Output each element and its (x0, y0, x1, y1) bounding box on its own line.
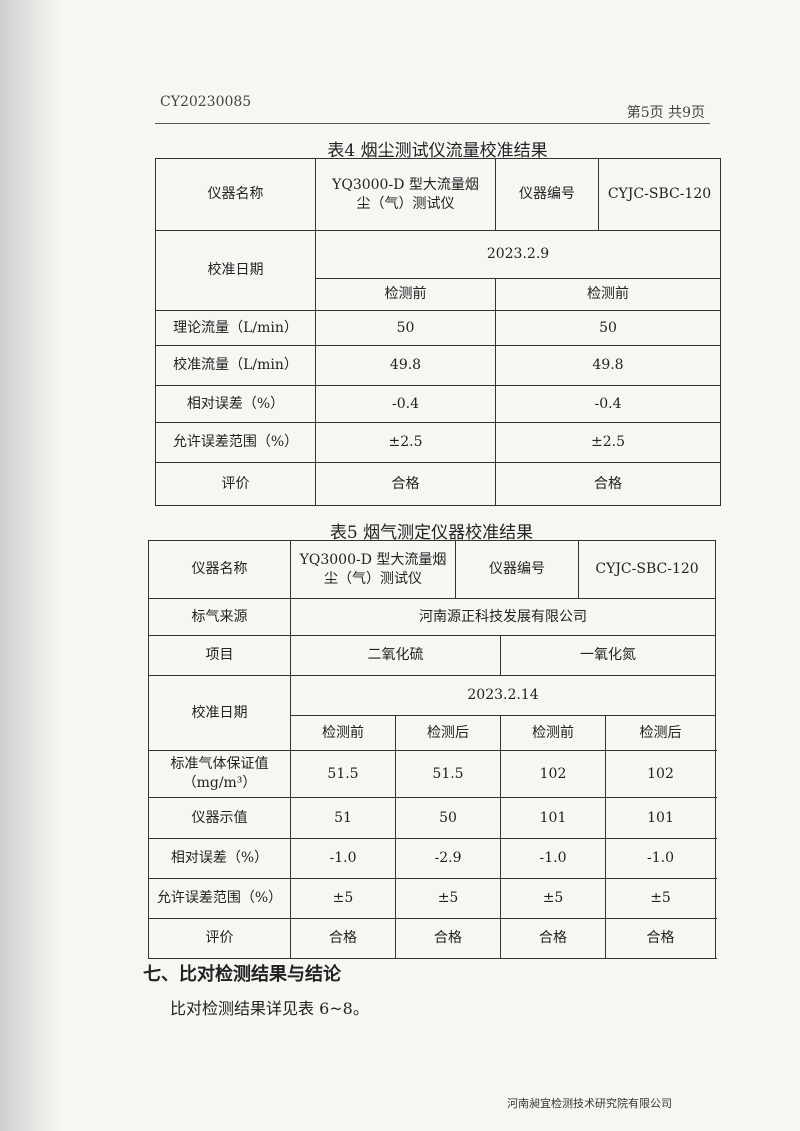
t4-name-label: 仪器名称 (155, 158, 316, 231)
t4-cell: 50 (315, 310, 496, 346)
t5-cell: ±5 (605, 878, 717, 919)
t4-date-label: 校准日期 (155, 230, 316, 311)
t5-cell: 102 (500, 750, 607, 798)
t4-cell: 49.8 (495, 345, 721, 386)
t4-cell: ±2.5 (495, 422, 721, 463)
t5-row: 仪器示值 51 50 101 101 (148, 797, 717, 839)
t4-no: CYJC-SBC-120 (598, 158, 721, 231)
t5-cell: 合格 (500, 918, 607, 959)
t4-cell: 合格 (495, 462, 721, 506)
t4-cell: -0.4 (495, 385, 721, 423)
t5-item-label: 项目 (148, 635, 291, 676)
table4-caption: 表4 烟尘测试仪流量校准结果 (327, 141, 548, 161)
t4-cell: 50 (495, 310, 721, 346)
header-divider (155, 123, 710, 124)
t4-cell: -0.4 (315, 385, 496, 423)
section-text: 比对检测结果详见表 6~8。 (170, 999, 369, 1018)
t5-cell: 合格 (605, 918, 717, 959)
table5-caption: 表5 烟气测定仪器校准结果 (329, 523, 534, 543)
t5-name: YQ3000-D 型大流量烟尘（气）测试仪 (289, 540, 457, 599)
t5-source-label: 标气来源 (148, 598, 291, 636)
t5-cell: ±5 (500, 878, 607, 919)
t5-source: 河南源正科技发展有限公司 (289, 598, 717, 636)
t5-cell: 51 (290, 797, 396, 839)
t5-cell: 51.5 (394, 750, 502, 798)
t5-phase: 检测前 (500, 715, 607, 751)
t5-cell: -1.0 (605, 838, 717, 879)
t5-date-label: 校准日期 (148, 675, 291, 751)
t5-cell: -1.0 (290, 838, 396, 879)
scan-edge (0, 0, 62, 1131)
t5-no-label: 仪器编号 (455, 540, 580, 599)
t5-cell: -1.0 (500, 838, 607, 879)
t5-cell: 51.5 (290, 750, 396, 798)
t4-row-label: 相对误差（%） (155, 385, 316, 423)
t5-cell: 合格 (394, 918, 502, 959)
t5-cell: 101 (500, 797, 607, 839)
t4-row-label: 评价 (155, 462, 316, 506)
t5-phase: 检测前 (290, 715, 396, 751)
t4-cell: ±2.5 (315, 422, 496, 463)
t5-item: 一氧化氮 (500, 635, 717, 676)
section-heading: 七、比对检测结果与结论 (143, 964, 341, 985)
t4-cell: 49.8 (315, 345, 496, 386)
t5-cell: 50 (394, 797, 502, 839)
t4-phase: 检测前 (495, 278, 721, 311)
t5-cell: 101 (605, 797, 717, 839)
t5-cell: ±5 (394, 878, 502, 919)
t5-phase: 检测后 (394, 715, 502, 751)
table5: 仪器名称 YQ3000-D 型大流量烟尘（气）测试仪 仪器编号 CYJC-SBC… (148, 540, 717, 959)
t5-row-label: 允许误差范围（%） (148, 878, 291, 919)
t5-row: 评价 合格 合格 合格 合格 (148, 918, 717, 959)
t5-cell: ±5 (290, 878, 396, 919)
company-footer: 河南昶宜检测技术研究院有限公司 (507, 1097, 672, 1110)
t4-row-label: 校准流量（L/min） (155, 345, 316, 386)
t5-name-label: 仪器名称 (148, 540, 291, 599)
t5-row: 标准气体保证值（mg/m³） 51.5 51.5 102 102 (148, 750, 717, 798)
t5-row-label: 仪器示值 (148, 797, 291, 839)
t4-cell: 合格 (315, 462, 496, 506)
t5-row-label: 标准气体保证值（mg/m³） (148, 750, 291, 798)
t4-row-label: 允许误差范围（%） (155, 422, 316, 463)
t5-row: 允许误差范围（%） ±5 ±5 ±5 ±5 (148, 878, 717, 919)
t5-item: 二氧化硫 (289, 635, 502, 676)
t5-phase: 检测后 (605, 715, 717, 751)
t5-cell: -2.9 (394, 838, 502, 879)
t4-row-label: 理论流量（L/min） (155, 310, 316, 346)
report-code: CY20230085 (160, 94, 252, 110)
t4-date: 2023.2.9 (315, 230, 721, 279)
t5-cell: 合格 (290, 918, 396, 959)
t5-date: 2023.2.14 (289, 675, 717, 716)
t5-no: CYJC-SBC-120 (578, 540, 717, 599)
t4-no-label: 仪器编号 (495, 158, 599, 231)
table4: 仪器名称 YQ3000-D 型大流量烟尘（气）测试仪 仪器编号 CYJC-SBC… (155, 158, 721, 506)
t5-row-label: 相对误差（%） (148, 838, 291, 879)
page-number: 第5页 共9页 (626, 105, 705, 121)
t5-cell: 102 (605, 750, 717, 798)
t5-row: 相对误差（%） -1.0 -2.9 -1.0 -1.0 (148, 838, 717, 879)
t4-name: YQ3000-D 型大流量烟尘（气）测试仪 (315, 158, 496, 231)
t5-row-label: 评价 (148, 918, 291, 959)
t4-phase: 检测前 (315, 278, 496, 311)
